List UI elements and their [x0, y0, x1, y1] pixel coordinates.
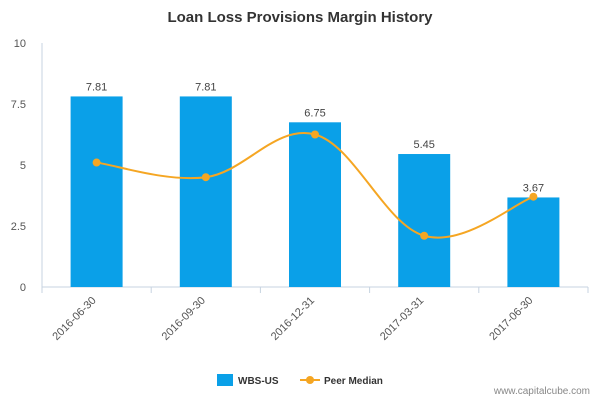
bar[interactable]	[70, 96, 123, 287]
peer-median-point[interactable]	[92, 158, 101, 167]
legend-label-wbs: WBS-US	[238, 376, 279, 387]
x-tick-label: 2017-06-30	[487, 295, 535, 343]
bar[interactable]	[507, 197, 560, 287]
credit-text: www.capitalcube.com	[493, 386, 590, 397]
bar[interactable]	[398, 154, 451, 287]
bar-data-label: 7.81	[86, 81, 107, 93]
legend-label-peer: Peer Median	[324, 376, 383, 387]
x-tick-label: 2016-12-31	[269, 295, 317, 343]
x-tick-label: 2016-09-30	[160, 295, 208, 343]
bar-data-label: 6.75	[304, 107, 325, 119]
peer-median-point[interactable]	[420, 231, 429, 240]
y-tick-label: 5	[20, 160, 26, 172]
y-tick-label: 10	[14, 38, 26, 50]
x-tick-label: 2016-06-30	[50, 295, 98, 343]
peer-median-point[interactable]	[529, 192, 538, 201]
bar[interactable]	[289, 122, 341, 287]
bar-data-label: 5.45	[413, 139, 434, 151]
peer-median-point[interactable]	[311, 130, 319, 139]
y-tick-label: 7.5	[11, 99, 26, 111]
x-tick-label: 2017-03-31	[378, 295, 426, 343]
y-tick-label: 0	[20, 282, 26, 294]
chart-title: Loan Loss Provisions Margin History	[167, 9, 433, 26]
bar[interactable]	[179, 96, 232, 287]
legend: WBS-US Peer Median	[217, 374, 383, 387]
legend-marker-peer	[306, 376, 314, 384]
legend-swatch-wbs	[217, 374, 233, 386]
y-tick-label: 2.5	[11, 221, 26, 233]
bar-data-label: 7.81	[195, 81, 216, 93]
bar-data-label: 3.67	[523, 182, 544, 194]
peer-median-point[interactable]	[201, 173, 210, 182]
